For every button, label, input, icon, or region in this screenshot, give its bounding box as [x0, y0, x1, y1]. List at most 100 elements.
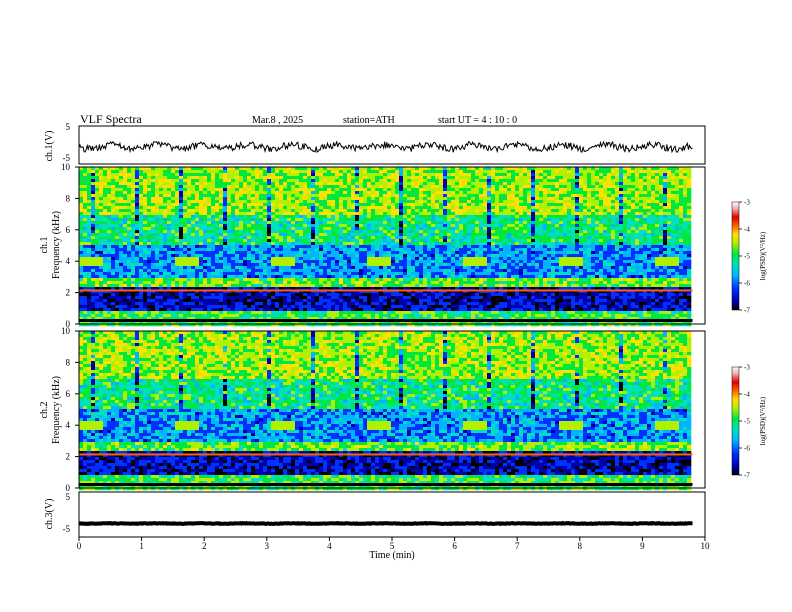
ch1-spectrogram-cell: [99, 212, 104, 216]
ch1-spectrogram-cell: [539, 254, 544, 258]
ch1-spectrogram-cell: [175, 242, 180, 246]
ch1-spectrogram-cell: [343, 200, 348, 204]
ch1-spectrogram-cell: [307, 257, 312, 261]
ch1-spectrogram-cell: [439, 182, 444, 186]
ch1-spectrogram-cell: [431, 263, 436, 267]
ch1-spectrogram-cell: [615, 170, 620, 174]
ch1-spectrogram-cell: [427, 191, 432, 195]
ch1-spectrogram-cell: [103, 227, 108, 231]
ch1-spectrogram-cell: [195, 257, 200, 261]
ch1-spectrogram-cell: [643, 242, 648, 246]
ch1-spectrogram-cell: [375, 209, 380, 213]
ch1-spectrogram-cell: [455, 167, 460, 171]
ch1-spectrogram-cell: [271, 245, 276, 249]
ch1-spectrogram-cell: [363, 257, 368, 261]
ch1-spectrogram-cell: [399, 200, 404, 204]
ch1-spectrogram-cell: [115, 227, 120, 231]
ch1-spectrogram-cell: [343, 170, 348, 174]
ch1-spectrogram-cell: [123, 173, 128, 177]
ch1-spectrogram-cell: [215, 206, 220, 210]
ch1-spectrogram-cell: [415, 203, 420, 207]
ch1-spectrogram-cell: [391, 245, 396, 249]
ch1-spectrogram-cell: [171, 170, 176, 174]
ch1-spectrogram-cell: [167, 263, 172, 267]
ch1-spectrogram-cell: [207, 218, 212, 222]
ch1-spectrogram-cell: [135, 233, 140, 237]
ch1-spectrogram-cell: [659, 197, 664, 201]
ch1-spectrogram-cell: [235, 230, 240, 234]
ch1-spectrogram-cell: [351, 224, 356, 228]
ch1-spectrogram-cell: [503, 242, 508, 246]
ch1-spectrogram-cell: [523, 227, 528, 231]
ch1-spectrogram-cell: [295, 263, 300, 267]
ch1-spectrogram-cell: [427, 224, 432, 228]
ch1-spectrogram-cell: [523, 245, 528, 249]
ch1-spectrogram-cell: [191, 230, 196, 234]
ch1-spectrogram-cell: [659, 173, 664, 177]
ch1-spectrogram-cell: [83, 251, 88, 255]
ch1-spectrogram-cell: [679, 227, 684, 231]
ch1-spectrogram-cell: [275, 197, 280, 201]
ch1-spectrogram-cell: [679, 218, 684, 222]
ch1-spectrogram-cell: [331, 260, 336, 264]
ch1-spectrogram-cell: [571, 260, 576, 264]
ch1-spectrogram-cell: [459, 254, 464, 258]
ch1-spectrogram-cell: [467, 239, 472, 243]
ch1-spectrogram-cell: [431, 254, 436, 258]
ch1-spectrogram-cell: [543, 206, 548, 210]
ch1-spectrogram-cell: [595, 203, 600, 207]
ch1-spectrogram-cell: [375, 251, 380, 255]
ch1-spectrogram-cell: [679, 260, 684, 264]
ch1-spectrogram-cell: [651, 203, 656, 207]
ch1-spectrogram-cell: [95, 242, 100, 246]
ch1-spectrogram-cell: [403, 188, 408, 192]
ch1-spectrogram-cell: [635, 248, 640, 252]
ch1-spectrogram-cell: [667, 188, 672, 192]
ch1-spectrogram-cell: [643, 218, 648, 222]
ch1-spectrogram-cell: [671, 257, 676, 261]
ch1-spectrogram-cell: [327, 215, 332, 219]
ch1-spectrogram-cell: [531, 200, 536, 204]
ch1-spectrogram-cell: [315, 221, 320, 225]
ch1-spectrogram-cell: [239, 236, 244, 240]
ch1-spectrogram-cell: [95, 254, 100, 258]
ch1-spectrogram-cell: [547, 227, 552, 231]
ch1-spectrogram-cell: [227, 191, 232, 195]
ch1-spectrogram-cell: [371, 203, 376, 207]
ch1-spectrogram-cell: [471, 233, 476, 237]
ch1-spectrogram-cell: [447, 173, 452, 177]
ch1-spectrogram-cell: [339, 179, 344, 183]
ch1-spectrogram-cell: [287, 215, 292, 219]
ch1-spectrogram-cell: [287, 251, 292, 255]
ch1-spectrogram-cell: [643, 209, 648, 213]
ch1-spectrogram-cell: [579, 212, 584, 216]
ch1-spectrogram-cell: [551, 170, 556, 174]
ch1-spectrogram-cell: [363, 230, 368, 234]
ch1-spectrogram-cell: [679, 245, 684, 249]
ch1-spectrogram-cell: [551, 218, 556, 222]
ch1-spectrogram-cell: [135, 215, 140, 219]
ch1-spectrogram-cell: [371, 191, 376, 195]
ch1-spectrogram-cell: [687, 182, 692, 186]
ch1-spectrogram-cell: [503, 194, 508, 198]
ch1-spectrogram-cell: [611, 227, 616, 231]
ch1-spectrogram-cell: [291, 254, 296, 258]
ch1-spectrogram-cell: [639, 185, 644, 189]
ch1-spectrogram-cell: [195, 254, 200, 258]
ch1-spectrogram-cell: [563, 242, 568, 246]
ch1-spectrogram-cell: [167, 227, 172, 231]
ch1-spectrogram-cell: [215, 230, 220, 234]
ch1-spectrogram-cell: [215, 173, 220, 177]
ch1-spectrogram-cell: [347, 257, 352, 261]
ch1-spectrogram-cell: [459, 245, 464, 249]
ch1-spectrogram-cell: [319, 167, 324, 171]
ch1-spectrogram-cell: [135, 224, 140, 228]
ch1-spectrogram-cell: [411, 212, 416, 216]
ch1-spectrogram-cell: [447, 263, 452, 267]
ch1-spectrogram-cell: [343, 176, 348, 180]
ch1-spectrogram-cell: [283, 206, 288, 210]
ch1-spectrogram-cell: [223, 257, 228, 261]
ch1-spectrogram-cell: [283, 260, 288, 264]
ch1-spectrogram-cell: [407, 221, 412, 225]
ch1-spectrogram-cell: [107, 221, 112, 225]
